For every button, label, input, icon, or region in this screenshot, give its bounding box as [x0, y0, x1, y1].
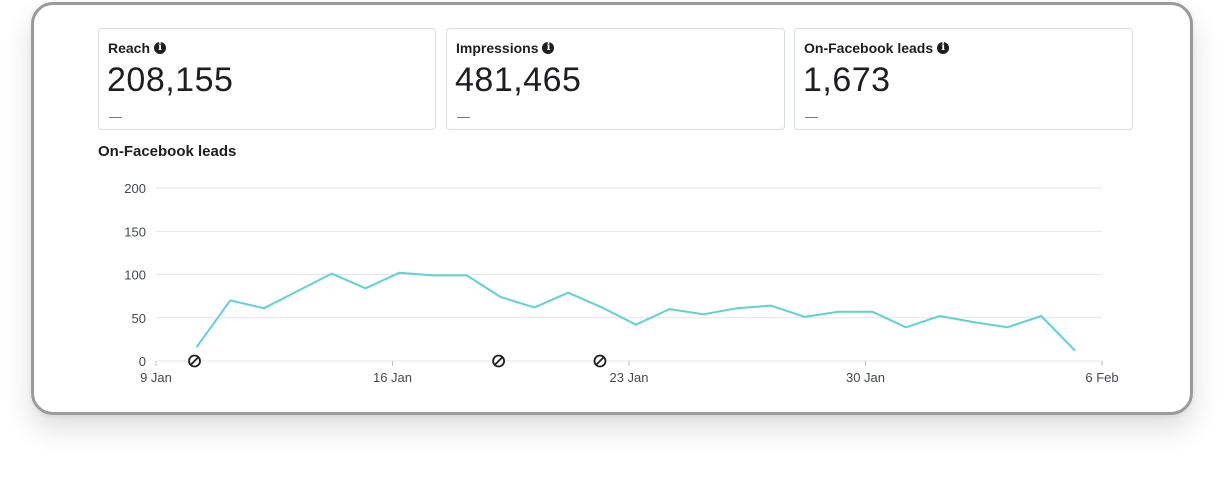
- series-line: [195, 271, 1076, 352]
- reach-card[interactable]: Reach i 208,155 —: [98, 28, 436, 130]
- link-annotation-icon: [188, 354, 201, 368]
- leads-header: On-Facebook leads i: [804, 40, 950, 56]
- y-tick-label: 50: [132, 311, 146, 326]
- link-annotation-icon: [593, 354, 607, 368]
- chart-title: On-Facebook leads: [98, 143, 237, 160]
- reach-label: Reach: [108, 40, 151, 56]
- x-tick-label: 30 Jan: [846, 370, 885, 385]
- link-annotation-icon: [492, 354, 506, 368]
- x-tick-label: 6 Feb: [1085, 370, 1118, 385]
- leads-delta: —: [805, 109, 818, 124]
- reach-delta: —: [109, 109, 122, 124]
- info-icon[interactable]: i: [154, 42, 167, 54]
- leads-value: 1,673: [803, 61, 891, 99]
- reach-header: Reach i: [108, 40, 167, 56]
- leads-card[interactable]: On-Facebook leads i 1,673 —: [794, 28, 1133, 130]
- info-icon[interactable]: i: [542, 42, 555, 54]
- reach-value: 208,155: [107, 61, 234, 99]
- x-tick-label: 16 Jan: [373, 370, 412, 385]
- y-tick-label: 150: [124, 224, 146, 239]
- x-tick-label: 23 Jan: [609, 370, 648, 385]
- impressions-label: Impressions: [456, 40, 539, 56]
- info-icon[interactable]: i: [937, 42, 950, 54]
- impressions-value: 481,465: [455, 61, 582, 99]
- y-tick-label: 0: [139, 354, 146, 369]
- leads-label: On-Facebook leads: [804, 40, 934, 56]
- impressions-delta: —: [457, 109, 470, 124]
- x-tick-label: 9 Jan: [140, 370, 172, 385]
- impressions-card[interactable]: Impressions i 481,465 —: [446, 28, 785, 130]
- impressions-header: Impressions i: [456, 40, 555, 56]
- y-tick-label: 200: [124, 181, 146, 196]
- y-tick-label: 100: [124, 268, 146, 283]
